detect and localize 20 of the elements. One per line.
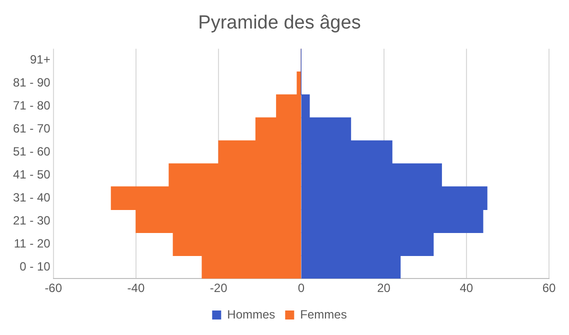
y-tick-label: 31 - 40 [13, 190, 51, 204]
x-tick-label: -60 [44, 281, 62, 296]
y-tick-label: 21 - 30 [13, 213, 51, 228]
x-tick-label: 60 [542, 281, 556, 296]
x-tick-label: 20 [377, 281, 391, 296]
y-tick-label: 81 - 90 [13, 76, 51, 90]
chart-title: Pyramide des âges [198, 12, 361, 34]
y-tick-label: 51 - 60 [13, 144, 51, 159]
y-tick-label: 71 - 80 [13, 98, 51, 113]
y-tick-label: 0 - 10 [20, 259, 51, 274]
y-tick-label: 91+ [30, 52, 50, 67]
y-tick-label: 11 - 20 [14, 236, 51, 250]
y-tick-label: 61 - 70 [13, 122, 51, 136]
legend-label: Femmes [300, 307, 347, 322]
legend-label: Hommes [227, 307, 276, 322]
x-tick-label: 0 [298, 281, 305, 296]
x-tick-label: 40 [460, 281, 474, 296]
y-tick-label: 41 - 50 [13, 168, 51, 182]
x-tick-label: -20 [210, 281, 228, 296]
x-tick-label: -40 [127, 281, 145, 296]
